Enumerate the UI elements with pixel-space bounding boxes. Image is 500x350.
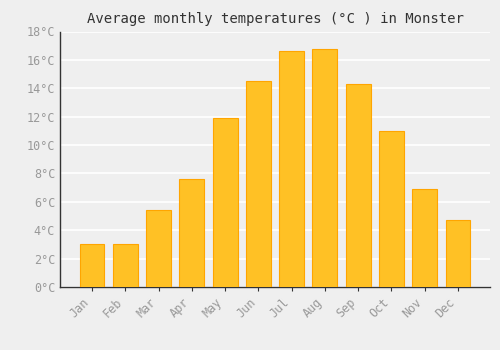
Bar [80,244,104,287]
Bar [379,131,404,287]
Bar [212,118,238,287]
Bar [246,81,271,287]
Bar [346,84,370,287]
Bar [446,220,470,287]
Bar [113,244,138,287]
Bar [146,210,171,287]
Bar [279,51,304,287]
Title: Average monthly temperatures (°C ) in Monster: Average monthly temperatures (°C ) in Mo… [86,12,464,26]
Bar [412,189,437,287]
Bar [312,49,338,287]
Bar [180,179,204,287]
